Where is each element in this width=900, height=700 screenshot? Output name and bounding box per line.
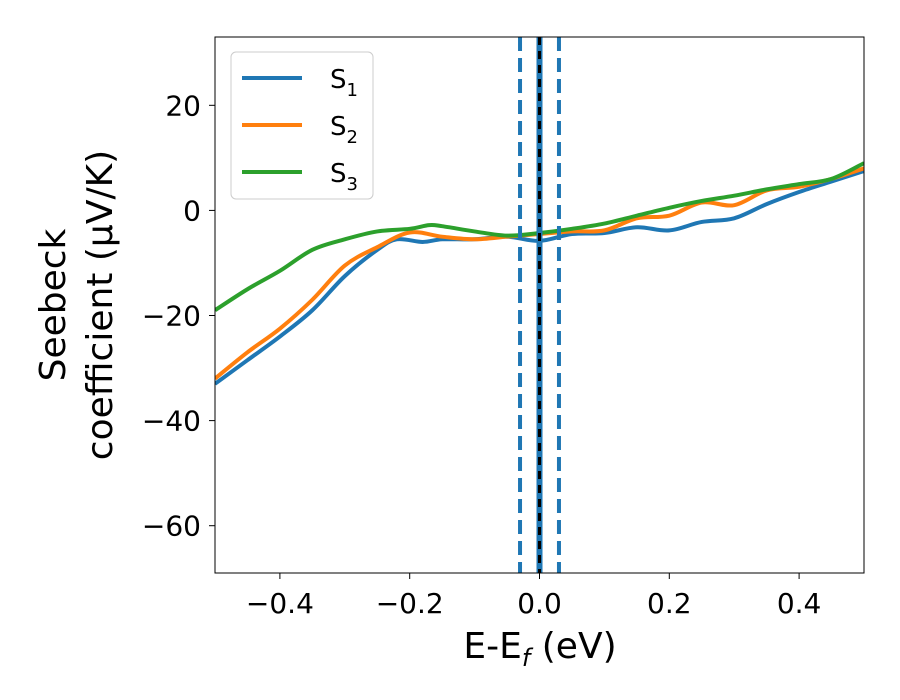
legend-label-s1: S1 <box>330 65 358 101</box>
x-tick-label: −0.2 <box>376 587 444 620</box>
y-tick-label: −20 <box>142 300 201 333</box>
legend-label-s2: S2 <box>330 112 358 148</box>
y-tick-label: 0 <box>183 194 201 227</box>
x-axis: −0.4 −0.2 0.0 0.2 0.4 <box>246 573 821 620</box>
x-tick-label: 0.4 <box>777 587 822 620</box>
y-tick-label: −60 <box>142 510 201 543</box>
series-line-s1 <box>215 169 864 386</box>
y-axis-label-line2: coefficient (μV/K) <box>80 150 121 460</box>
y-axis-label-line1: Seebeck <box>33 228 74 381</box>
x-tick-label: −0.4 <box>246 587 314 620</box>
y-tick-label: −40 <box>142 405 201 438</box>
y-axis: 20 0 −20 −40 −60 <box>142 89 215 543</box>
x-tick-label: 0.2 <box>647 587 692 620</box>
y-tick-label: 20 <box>165 89 201 122</box>
x-axis-label: E-Ef (eV) <box>463 626 616 672</box>
legend: S1 S2 S3 <box>230 51 374 200</box>
x-tick-label: 0.0 <box>517 587 562 620</box>
series-line-s3 <box>215 161 864 312</box>
fermi-lines <box>518 37 561 573</box>
legend-label-s3: S3 <box>330 159 358 195</box>
